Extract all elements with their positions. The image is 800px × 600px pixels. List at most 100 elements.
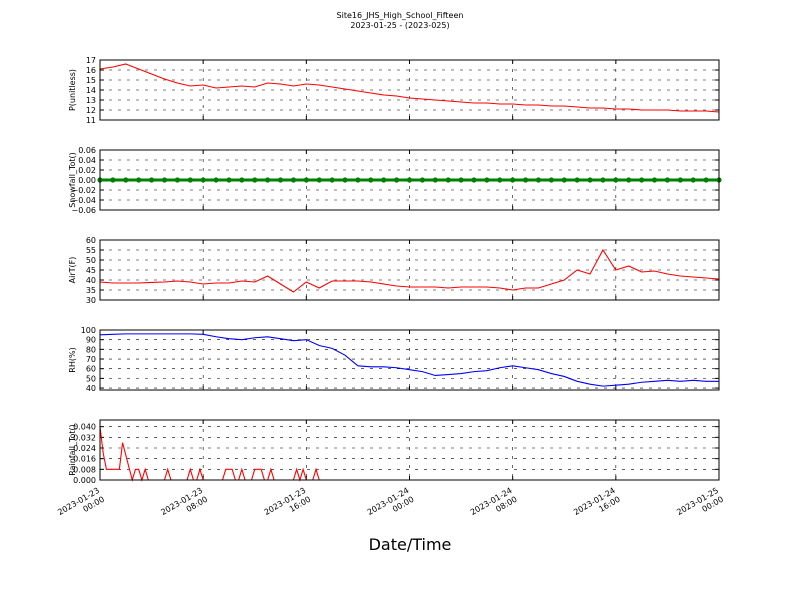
y-tick-label: 0.06	[78, 146, 96, 155]
data-point	[303, 177, 309, 183]
data-point	[445, 177, 451, 183]
data-point	[432, 177, 438, 183]
data-point	[252, 177, 258, 183]
data-point	[381, 177, 387, 183]
data-point	[471, 177, 477, 183]
data-point	[651, 177, 658, 183]
y-tick-label: −0.02	[71, 186, 96, 195]
data-point	[639, 177, 645, 183]
data-point	[484, 177, 490, 183]
data-point	[368, 177, 374, 183]
x-tick-label: 2023-01-2500:00	[675, 486, 725, 526]
data-point	[522, 177, 529, 183]
data-point	[600, 177, 606, 183]
y-tick-label: −0.06	[71, 206, 96, 215]
y-tick-label: −0.04	[71, 196, 96, 205]
data-point	[703, 177, 709, 183]
data-point	[187, 177, 193, 183]
y-axis-label: Rainfall_Tot()	[68, 424, 77, 476]
axes-frame	[99, 329, 720, 391]
y-tick-label: 13	[86, 96, 96, 105]
y-tick-label: 0.02	[78, 166, 96, 175]
y-tick-label: 80	[86, 345, 96, 354]
data-point	[316, 177, 322, 183]
y-tick-label: 0.024	[73, 444, 96, 453]
data-point	[574, 177, 580, 183]
data-point	[626, 177, 632, 183]
data-point	[664, 177, 671, 183]
y-tick-label: 100	[81, 326, 96, 335]
y-tick-label: 60	[86, 236, 96, 245]
y-axis-label: P(unitless)	[68, 69, 77, 111]
data-line	[99, 248, 720, 293]
chart-subtitle: 2023-01-25 - (2023-025)	[350, 21, 449, 30]
x-axis-label: Date/Time	[369, 535, 452, 554]
data-point	[510, 177, 516, 183]
data-point	[329, 177, 335, 183]
data-point	[548, 177, 554, 183]
y-tick-label: 30	[86, 296, 96, 305]
y-tick-label: 90	[86, 336, 96, 345]
data-point	[690, 177, 696, 183]
data-point	[290, 177, 297, 183]
data-point	[265, 177, 271, 183]
y-axis-label: RH(%)	[68, 347, 77, 372]
axes-frame	[99, 149, 720, 211]
y-tick-label: 11	[86, 116, 96, 125]
x-tick-label: 2023-01-2408:00	[469, 486, 519, 526]
data-point	[226, 177, 232, 183]
data-point	[535, 177, 542, 183]
axes-frame	[99, 59, 720, 121]
y-tick-label: 40	[86, 276, 96, 285]
y-tick-label: 50	[86, 374, 96, 383]
y-tick-label: 60	[86, 365, 96, 374]
y-tick-label: 50	[86, 256, 96, 265]
data-point	[161, 177, 168, 183]
x-tick-label: 2023-01-2416:00	[572, 486, 622, 526]
y-tick-label: 45	[86, 266, 96, 275]
data-point	[587, 177, 593, 183]
axes-frame	[99, 239, 720, 301]
chart-title: Site16_JHS_High_School_Fifteen	[337, 11, 464, 20]
data-point	[342, 177, 348, 183]
y-tick-label: 15	[86, 76, 96, 85]
data-point	[394, 177, 400, 183]
y-tick-label: 0.000	[73, 476, 96, 485]
y-tick-label: 0.04	[78, 156, 96, 165]
y-tick-label: 70	[86, 355, 96, 364]
data-point	[148, 177, 155, 183]
x-tick-label: 2023-01-2400:00	[366, 486, 416, 526]
y-tick-label: 0.016	[73, 455, 96, 464]
data-point	[110, 177, 116, 183]
data-point	[613, 177, 619, 183]
data-point	[458, 177, 464, 183]
y-tick-label: 0.008	[73, 465, 96, 474]
y-tick-label: 0.032	[73, 433, 96, 442]
y-tick-label: 40	[86, 384, 96, 393]
x-tick-label: 2023-01-2316:00	[263, 486, 313, 526]
y-tick-label: 17	[86, 56, 96, 65]
data-point	[561, 177, 567, 183]
data-point	[419, 177, 425, 183]
y-axis-label: Snowfall_Tot()	[68, 152, 77, 208]
data-point	[277, 177, 284, 183]
data-point	[174, 177, 180, 183]
y-tick-label: 0.00	[78, 176, 96, 185]
data-line	[99, 333, 719, 387]
y-tick-label: 12	[86, 106, 96, 115]
data-line	[99, 426, 719, 483]
data-point	[136, 177, 142, 183]
x-tick-label: 2023-01-2308:00	[159, 486, 209, 526]
y-tick-label: 35	[86, 286, 96, 295]
y-tick-label: 14	[86, 86, 96, 95]
x-tick-label: 2023-01-2300:00	[56, 486, 106, 526]
data-point	[677, 177, 683, 183]
y-tick-label: 0.040	[73, 423, 96, 432]
y-tick-label: 55	[86, 246, 96, 255]
data-point	[239, 177, 245, 183]
data-point	[355, 177, 361, 183]
axes-frame	[99, 419, 720, 481]
data-point	[497, 177, 503, 183]
data-point	[200, 177, 206, 183]
